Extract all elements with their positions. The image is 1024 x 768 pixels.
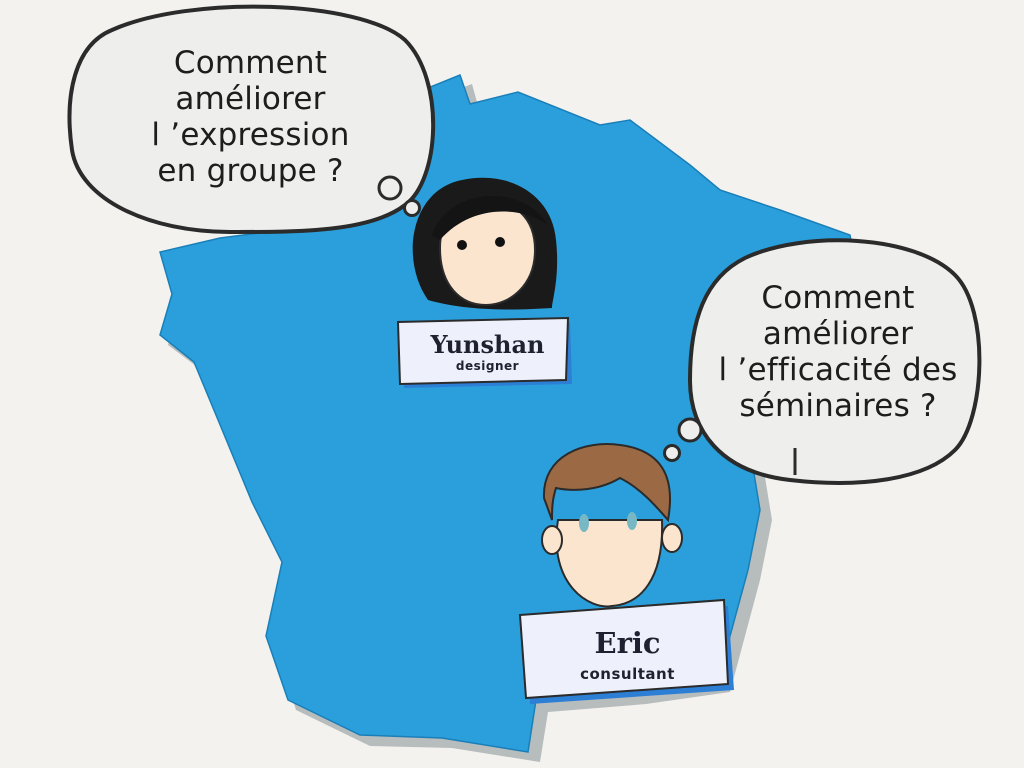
eric-name: Eric <box>594 626 661 660</box>
eric-avatar <box>541 443 683 608</box>
speech-bubble-right <box>663 238 982 485</box>
yunshan-badge <box>396 316 572 388</box>
question-right-text: Comment améliorer l ’efficacité des sémi… <box>718 280 958 424</box>
eric-badge <box>518 598 734 704</box>
yunshan-role: designer <box>455 359 520 373</box>
speech-bubble-left <box>67 4 436 235</box>
eric-role: consultant <box>580 665 675 683</box>
yunshan-avatar <box>412 177 558 310</box>
question-left-text: Comment améliorer l ’expression en group… <box>151 45 350 189</box>
yunshan-name: Yunshan <box>430 330 545 359</box>
